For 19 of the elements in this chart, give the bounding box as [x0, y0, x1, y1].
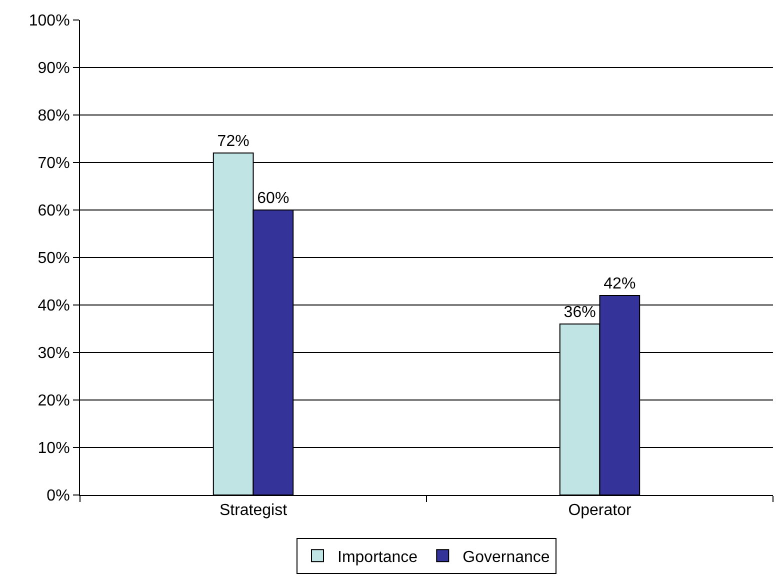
data-label: 60%	[257, 190, 290, 207]
data-label: 36%	[564, 304, 596, 321]
data-label: 42%	[604, 276, 636, 292]
x-tick-label: Strategist	[219, 502, 288, 520]
legend-label: Importance	[338, 548, 418, 566]
legend-label: Governance	[462, 548, 550, 566]
y-tick-label: 20%	[38, 392, 70, 410]
y-tick-label: 100%	[28, 12, 70, 30]
y-tick-label: 60%	[38, 202, 70, 220]
y-tick-label: 50%	[38, 250, 70, 268]
y-tick-label: 30%	[38, 345, 70, 362]
y-tick-label: 40%	[38, 298, 70, 315]
data-label: 72%	[217, 133, 250, 150]
y-tick-label: 70%	[38, 155, 70, 172]
y-tick-label: 90%	[38, 60, 70, 78]
y-tick-label: 0%	[46, 488, 70, 505]
y-tick-label: 80%	[38, 108, 70, 125]
y-tick-label: 10%	[38, 440, 70, 458]
x-tick-label: Operator	[568, 502, 632, 520]
